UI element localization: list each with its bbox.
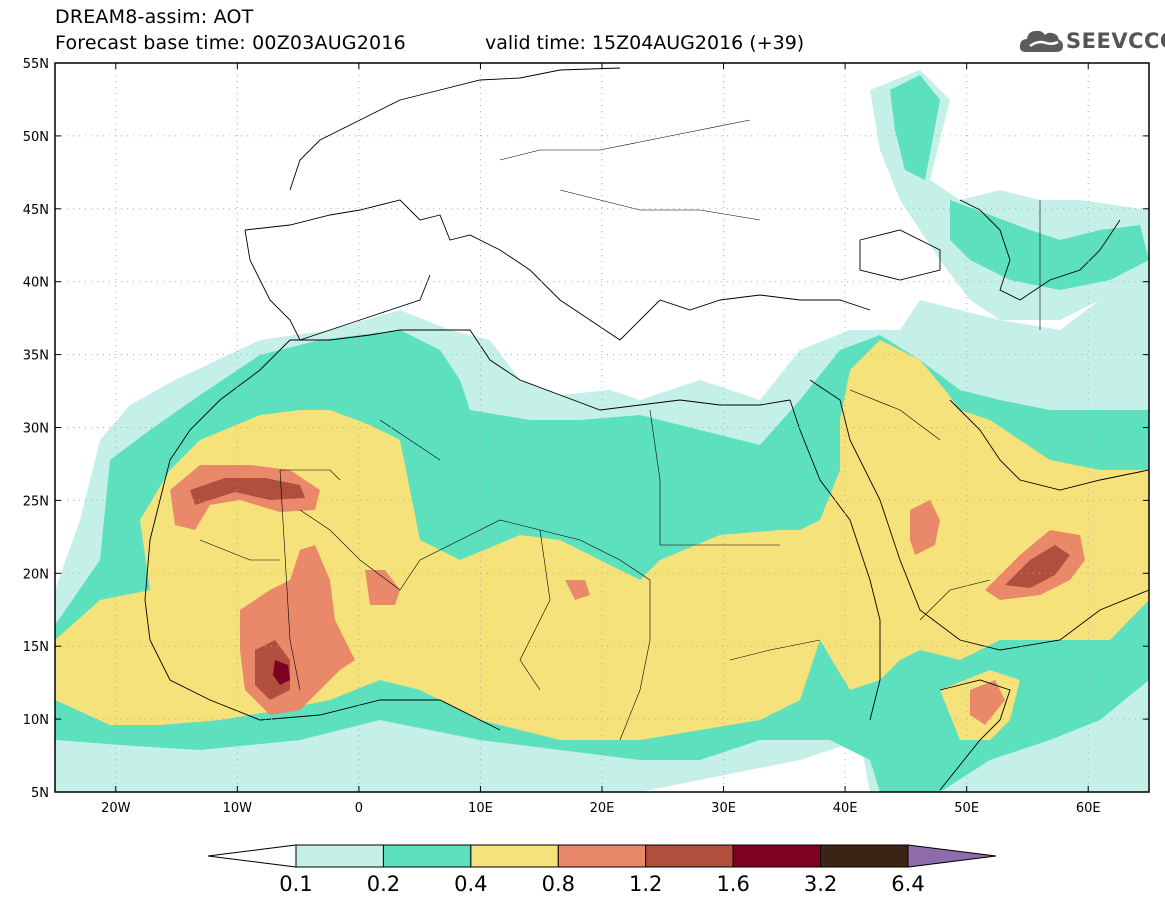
colorbar-label: 0.2 bbox=[367, 872, 400, 896]
lat-tick-labels: 5N 10N 15N 20N 25N 30N 35N 40N 45N 50N 55N bbox=[23, 57, 49, 801]
colorbar-label: 0.1 bbox=[279, 872, 312, 896]
colorbar-label: 6.4 bbox=[891, 872, 924, 896]
lon-label: 40E bbox=[833, 801, 858, 816]
lon-label: 50E bbox=[954, 801, 979, 816]
lat-label: 50N bbox=[23, 130, 49, 145]
lat-label: 55N bbox=[23, 57, 49, 72]
colorbar-label: 1.6 bbox=[716, 872, 749, 896]
lat-label: 25N bbox=[23, 494, 49, 509]
colorbar-segment bbox=[382, 844, 472, 868]
lat-label: 15N bbox=[23, 640, 49, 655]
logo-text: SEEVCCC bbox=[1066, 29, 1165, 53]
axis-ticks bbox=[55, 62, 1149, 793]
colorbar-segment bbox=[470, 844, 559, 868]
lat-label: 35N bbox=[23, 349, 49, 364]
lat-label: 20N bbox=[23, 567, 49, 582]
colorbar-low-arrow bbox=[207, 844, 297, 868]
colorbar-label: 0.4 bbox=[454, 872, 487, 896]
valid-time: valid time: 15Z04AUG2016 (+39) bbox=[485, 32, 805, 54]
lon-label: 0 bbox=[355, 801, 363, 816]
lon-label: 20W bbox=[101, 801, 131, 816]
colorbar-segment bbox=[732, 844, 822, 868]
lat-label: 10N bbox=[23, 713, 49, 728]
forecast-base-time: Forecast base time: 00Z03AUG2016 bbox=[55, 32, 406, 54]
colorbar-label: 3.2 bbox=[804, 872, 837, 896]
seevccc-logo: SEEVCCC bbox=[1018, 24, 1165, 58]
lon-label: 20E bbox=[590, 801, 615, 816]
lat-label: 5N bbox=[31, 786, 49, 801]
colorbar-segment bbox=[645, 844, 734, 868]
cloud-icon bbox=[1019, 30, 1063, 52]
lat-label: 40N bbox=[23, 276, 49, 291]
aot-field bbox=[55, 70, 1149, 792]
lon-label: 30E bbox=[711, 801, 736, 816]
lat-label: 30N bbox=[23, 422, 49, 437]
lon-label: 10E bbox=[468, 801, 493, 816]
lat-label: 45N bbox=[23, 203, 49, 218]
colorbar: 0.1 0.2 0.4 0.8 1.2 1.6 3.2 6.4 bbox=[207, 844, 997, 896]
colorbar-high-arrow bbox=[907, 844, 997, 868]
colorbar-label: 0.8 bbox=[542, 872, 575, 896]
colorbar-segment bbox=[820, 844, 909, 868]
colorbar-label: 1.2 bbox=[629, 872, 662, 896]
colorbar-segment bbox=[557, 844, 647, 868]
aot-level-1-2 bbox=[190, 478, 1070, 700]
country-borders bbox=[199, 119, 1041, 741]
grid-lines bbox=[55, 63, 1149, 792]
map-title: DREAM8-assim: AOT bbox=[55, 6, 254, 28]
colorbar-segment bbox=[295, 844, 384, 868]
lon-tick-labels: 20W 10W 0 10E 20E 30E 40E 50E 60E bbox=[101, 801, 1101, 816]
coastlines bbox=[144, 67, 1149, 791]
lon-label: 60E bbox=[1076, 801, 1101, 816]
lon-label: 10W bbox=[223, 801, 253, 816]
aot-level-1-6 bbox=[273, 660, 290, 685]
